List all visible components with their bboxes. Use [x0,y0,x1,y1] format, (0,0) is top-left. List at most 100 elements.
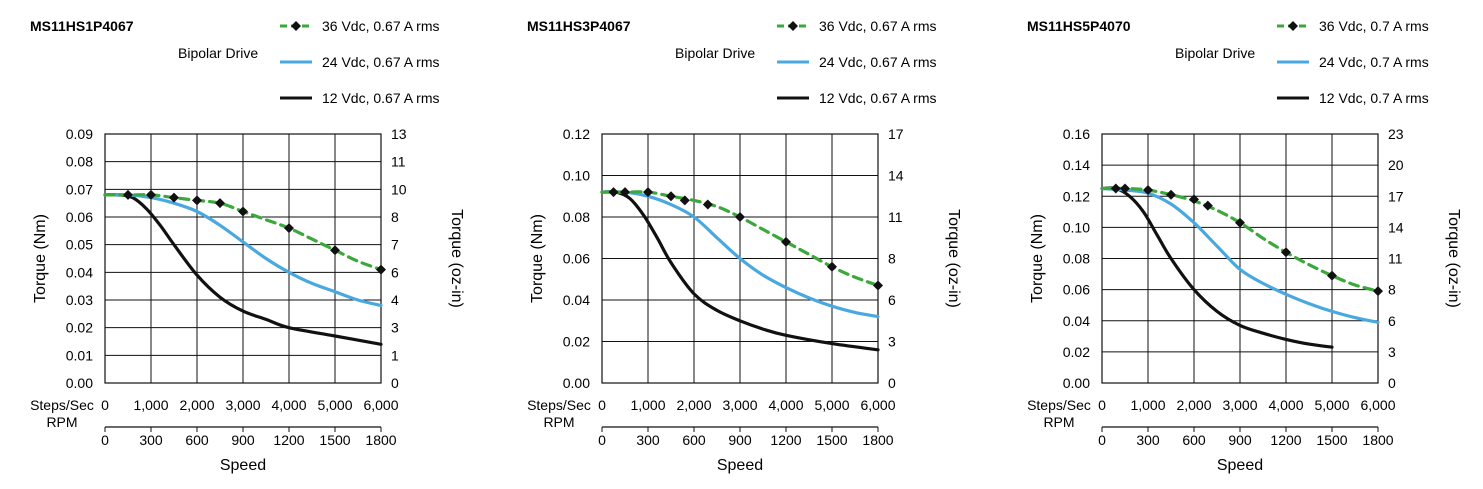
data-point-marker [666,191,676,202]
rpm-tick-label: 600 [1182,432,1206,448]
plot-frame [601,133,879,384]
series-line-3 [1100,186,1334,349]
data-point-marker [1235,217,1245,228]
data-point-marker [873,280,883,291]
y-tick-label: 0.00 [1063,375,1090,391]
data-point-marker [643,187,653,198]
x-tick-label: 4,000 [768,397,803,413]
rpm-tick-label: 300 [139,432,163,448]
y2-tick-label: 11 [888,209,903,225]
legend-label: 12 Vdc, 0.67 A rms [322,90,440,106]
x-tick-label: 5,000 [1314,397,1349,413]
chart-subtitle: Bipolar Drive [178,45,258,61]
x-row1-label: Steps/Sec [1027,397,1091,413]
x-row2-label: RPM [543,414,574,430]
x-tick-label: 1,000 [133,397,168,413]
data-point-marker [827,261,837,272]
chart-panel-2: MS11HS3P4067 Bipolar Drive 36 Vdc, 0.67 A … [497,0,991,489]
y-axis-label: Torque (Nm) [32,214,49,303]
y2-tick-label: 10 [391,181,407,197]
x-tick-label: 5,000 [317,397,352,413]
y2-tick-label: 14 [888,168,904,184]
chart-title: MS11HS1P4067 [30,18,134,34]
y-tick-label: 0.08 [563,209,590,225]
data-point-marker [1281,247,1291,258]
chart-subtitle: Bipolar Drive [1175,45,1255,61]
legend-label: 12 Vdc, 0.67 A rms [819,90,937,106]
rpm-tick-label: 600 [682,432,706,448]
rpm-tick-label: 1200 [1270,432,1301,448]
legend-label: 24 Vdc, 0.67 A rms [322,54,440,70]
y-axis-label: Torque (Nm) [1029,214,1046,303]
data-point-marker [735,212,745,222]
y-tick-label: 0.04 [1063,313,1090,329]
y-axis-label: Torque (Nm) [529,214,546,303]
rpm-tick-label: 0 [1098,432,1106,448]
rpm-tick-label: 1200 [273,432,304,448]
rpm-tick-label: 300 [636,432,660,448]
y2-tick-label: 11 [1388,251,1403,267]
data-point-marker [679,195,690,206]
y-tick-label: 0.02 [563,334,590,350]
chart-panel-3: MS11HS5P4070 Bipolar Drive 36 Vdc, 0.7 A r… [997,0,1483,489]
plot-frame [104,133,382,384]
x-tick-label: 0 [1098,397,1106,413]
y-tick-label: 0.08 [1063,251,1090,267]
x-tick-label: 3,000 [722,397,757,413]
x-tick-label: 6,000 [1360,397,1395,413]
chart-panel-1: MS11HS1P4067 Bipolar Drive 36 Vdc, 0.67 A … [0,0,494,489]
y-tick-label: 0.08 [66,154,93,170]
y2-axis-label: Torque (oz-in) [448,209,465,308]
data-point-marker [1327,270,1337,281]
legend-label: 24 Vdc, 0.67 A rms [819,54,937,70]
y2-tick-label: 6 [391,264,399,280]
y2-tick-label: 3 [888,334,896,350]
y-tick-label: 0.07 [66,181,93,197]
y-tick-label: 0.00 [66,375,93,391]
x-tick-label: 2,000 [1176,397,1211,413]
chart-subtitle: Bipolar Drive [675,45,755,61]
y-tick-label: 0.09 [66,126,93,142]
data-point-marker [376,264,386,275]
series-line-3 [600,190,880,352]
y-tick-label: 0.12 [563,126,590,142]
y2-tick-label: 17 [888,126,904,142]
chart-title: MS11HS3P4067 [527,18,631,34]
x-tick-label: 0 [598,397,606,413]
rpm-tick-label: 1800 [1362,432,1393,448]
data-point-marker [1166,189,1176,200]
x-row1-label: Steps/Sec [30,397,94,413]
y-tick-label: 0.12 [1063,188,1090,204]
y-tick-label: 0.02 [1063,344,1090,360]
rpm-tick-label: 900 [1228,432,1252,448]
x-tick-label: 6,000 [860,397,895,413]
legend-label: 36 Vdc, 0.7 A rms [1319,18,1429,34]
x-tick-label: 2,000 [179,397,214,413]
x-tick-label: 3,000 [225,397,260,413]
legend-label: 24 Vdc, 0.7 A rms [1319,54,1429,70]
x-row2-label: RPM [1043,414,1074,430]
x-row2-label: RPM [46,414,77,430]
x-tick-label: 3,000 [1222,397,1257,413]
data-point-marker [123,189,133,200]
series-line-3 [103,193,383,346]
data-point-marker [169,192,179,203]
rpm-tick-label: 1800 [365,432,396,448]
rpm-tick-label: 1500 [319,432,350,448]
y2-tick-label: 14 [1388,219,1404,235]
y2-tick-label: 6 [1388,313,1396,329]
y2-tick-label: 3 [391,320,399,336]
chart-svg-2: MS11HS3P4067 Bipolar Drive 36 Vdc, 0.67 A … [527,18,962,474]
rpm-tick-label: 900 [231,432,255,448]
y-tick-label: 0.06 [563,251,590,267]
y2-tick-label: 0 [1388,375,1396,391]
data-point-marker [284,223,294,234]
data-point-marker [620,187,630,198]
y-tick-label: 0.10 [1063,219,1090,235]
rpm-tick-label: 1200 [770,432,801,448]
x-tick-label: 4,000 [1268,397,1303,413]
data-point-marker [1110,183,1121,194]
y2-tick-label: 6 [888,292,896,308]
y-tick-label: 0.05 [66,237,93,253]
data-point-marker [1120,183,1130,194]
